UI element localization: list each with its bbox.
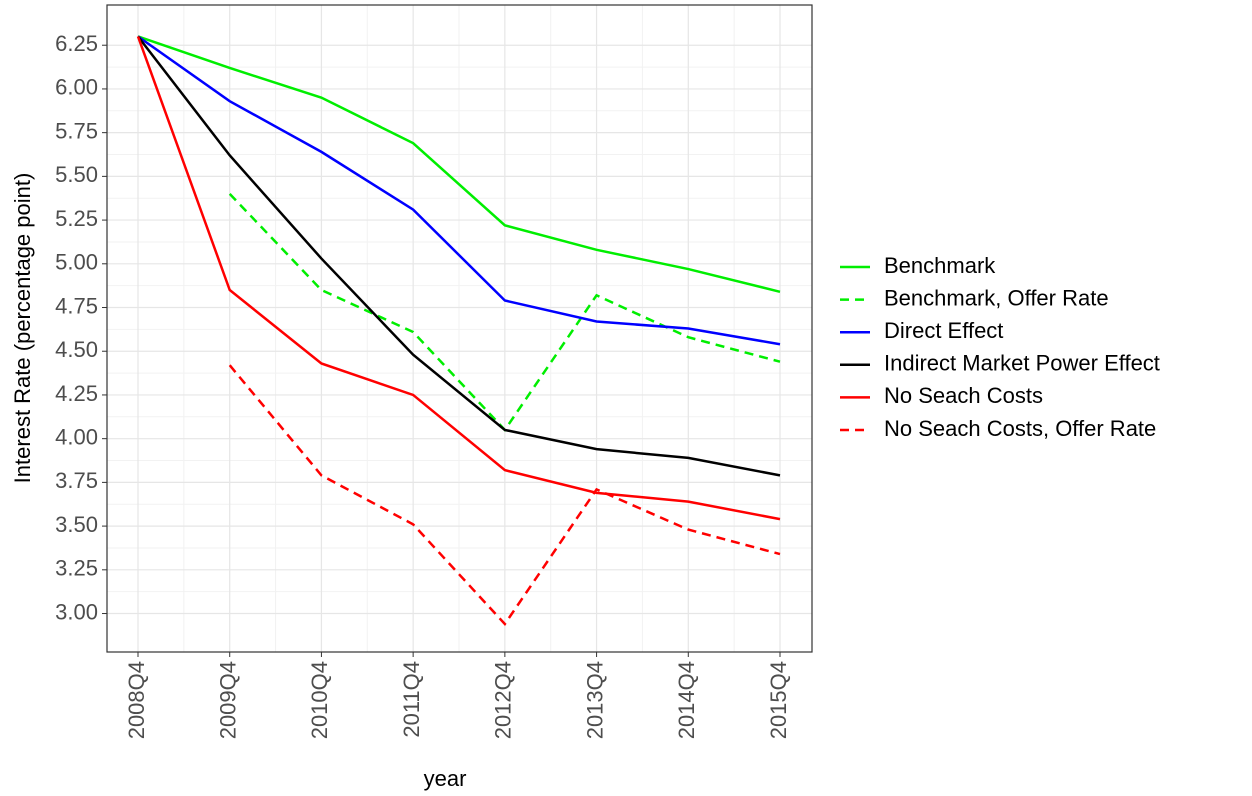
series-line — [228, 364, 781, 627]
series-line — [136, 36, 781, 521]
y-tick-label: 3.25 — [55, 556, 98, 581]
y-tick-label: 3.75 — [55, 468, 98, 493]
y-tick-label: 5.00 — [55, 250, 98, 275]
legend-label: No Seach Costs — [884, 383, 1043, 408]
y-tick-label: 4.50 — [55, 337, 98, 362]
series-line — [137, 35, 781, 477]
y-tick-label: 3.00 — [55, 599, 98, 624]
series-line — [137, 35, 781, 293]
y-tick-label: 4.75 — [55, 293, 98, 318]
y-tick-label: 6.00 — [55, 75, 98, 100]
legend-label: Benchmark — [884, 253, 996, 278]
x-tick-label: 2010Q4 — [307, 661, 332, 739]
y-tick-label: 5.75 — [55, 118, 98, 143]
y-tick-label: 5.25 — [55, 206, 98, 231]
y-tick-label: 4.00 — [55, 424, 98, 449]
y-tick-label: 4.25 — [55, 381, 98, 406]
x-tick-label: 2013Q4 — [582, 661, 607, 739]
x-tick-label: 2011Q4 — [399, 661, 424, 738]
y-axis-title: Interest Rate (percentage point) — [10, 173, 35, 484]
x-tick-label: 2008Q4 — [124, 661, 149, 739]
y-tick-label: 6.25 — [55, 31, 98, 56]
plot-border — [106, 4, 813, 653]
y-tick-label: 3.50 — [55, 512, 98, 537]
x-tick-label: 2014Q4 — [674, 661, 699, 739]
x-tick-label: 2009Q4 — [216, 661, 241, 739]
legend-label: Direct Effect — [884, 318, 1003, 343]
y-tick-label: 5.50 — [55, 162, 98, 187]
legend-label: Indirect Market Power Effect — [884, 351, 1160, 376]
series-line — [137, 35, 781, 346]
x-axis-title: year — [424, 766, 467, 791]
legend-label: No Seach Costs, Offer Rate — [884, 416, 1156, 441]
x-tick-label: 2012Q4 — [491, 661, 516, 739]
legend-label: Benchmark, Offer Rate — [884, 285, 1109, 310]
x-tick-label: 2015Q4 — [766, 661, 791, 739]
